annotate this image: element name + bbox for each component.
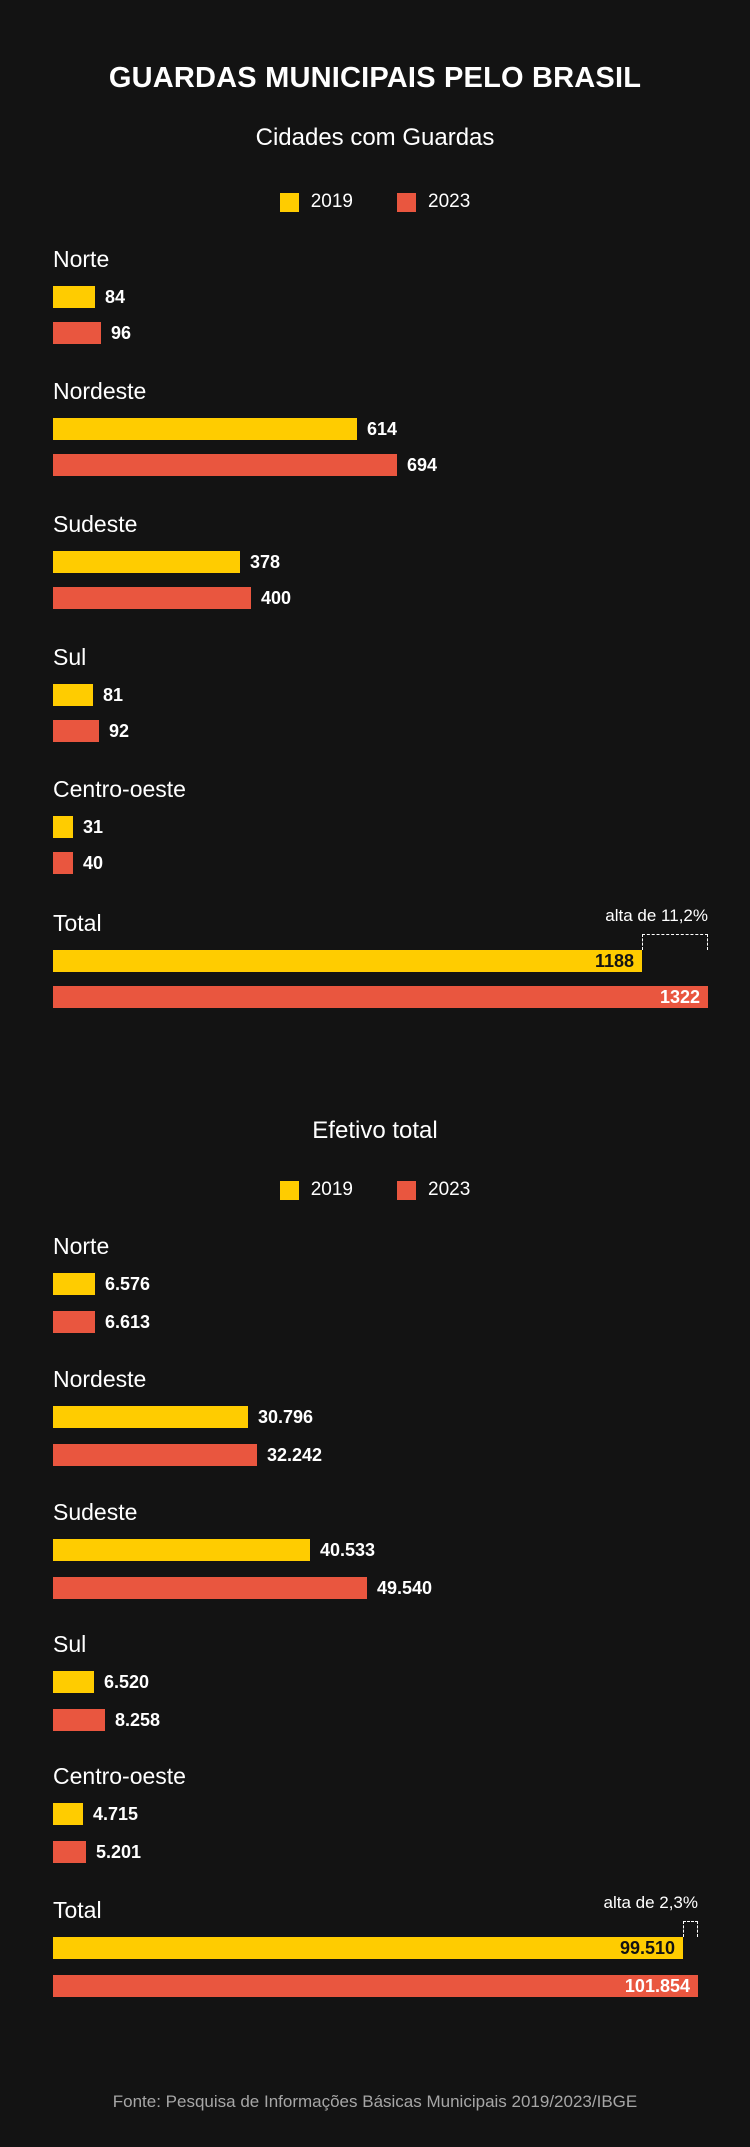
region-label-sul: Sul	[53, 1631, 87, 1657]
data-label-2019-centro-oeste: 4.715	[93, 1804, 139, 1824]
bar-2023-sudeste	[53, 1577, 367, 1599]
bar-2023-norte	[53, 322, 101, 344]
legend-swatch-2023	[397, 1180, 416, 1200]
legend-label-2019: 2019	[310, 191, 353, 212]
legend-item-2023: 2023	[397, 1179, 470, 1201]
source-note: Fonte: Pesquisa de Informações Básicas M…	[112, 2092, 638, 2111]
data-label-2019-nordeste: 614	[367, 419, 398, 439]
region-label-norte: Norte	[53, 246, 110, 272]
data-label-2023-total: 101.854	[624, 1976, 690, 1996]
region-label-centro-oeste: Centro-oeste	[53, 1763, 186, 1789]
data-label-2023-sul: 92	[109, 721, 130, 741]
chart2-subtitle: Efetivo total	[312, 1117, 438, 1144]
bar-2023-nordeste	[53, 1444, 257, 1466]
bar-2019-sudeste	[53, 551, 240, 573]
bar-2019-centro-oeste	[53, 816, 73, 838]
legend-item-2023: 2023	[397, 191, 470, 213]
legend-label-2019: 2019	[310, 1179, 353, 1200]
bar-2023-centro-oeste	[53, 1841, 86, 1863]
data-label-2023-sudeste: 400	[261, 588, 292, 608]
legend-swatch-2023	[397, 192, 416, 212]
region-label-sudeste: Sudeste	[53, 511, 138, 537]
data-label-2023-sul: 8.258	[115, 1710, 161, 1730]
data-label-2023-nordeste: 32.242	[267, 1445, 323, 1465]
data-label-2019-total: 1188	[594, 951, 634, 971]
data-label-2019-total: 99.510	[619, 1938, 675, 1958]
data-label-2019-norte: 6.576	[105, 1274, 151, 1294]
legend-item-2019: 2019	[279, 191, 353, 213]
data-label-2023-centro-oeste: 40	[83, 853, 104, 873]
region-label-sudeste: Sudeste	[53, 1499, 138, 1525]
legend-swatch-2019	[279, 1180, 299, 1200]
region-label-nordeste: Nordeste	[53, 378, 147, 404]
chart2-legend: 2019 2023	[0, 1178, 750, 1202]
region-label-norte: Norte	[53, 1233, 110, 1259]
data-label-2023-nordeste: 694	[407, 455, 438, 475]
data-label-2019-sudeste: 40.533	[320, 1540, 376, 1560]
growth-bracket	[683, 1921, 698, 1937]
bar-2023-sudeste	[53, 587, 251, 609]
bar-2019-sul	[53, 684, 93, 706]
legend-label-2023: 2023	[428, 1179, 471, 1200]
chart1-legend: 2019 2023	[0, 190, 750, 214]
data-label-2019-sul: 6.520	[104, 1672, 150, 1692]
data-label-2023-sudeste: 49.540	[377, 1578, 433, 1598]
bar-2023-nordeste	[53, 454, 397, 476]
bar-2023-sul	[53, 1709, 105, 1731]
bar-2023-sul	[53, 720, 99, 742]
data-label-2019-sudeste: 378	[250, 552, 281, 572]
data-label-2023-centro-oeste: 5.201	[96, 1842, 142, 1862]
annotation-11-2: alta de 11,2%	[605, 906, 708, 925]
bar-2019-centro-oeste	[53, 1803, 83, 1825]
region-label-centro-oeste: Centro-oeste	[53, 776, 186, 802]
legend-label-2023: 2023	[428, 191, 471, 212]
bar-2019-total	[53, 950, 642, 972]
bar-2019-nordeste	[53, 418, 357, 440]
data-label-2019-sul: 81	[103, 685, 124, 705]
region-label-nordeste: Nordeste	[53, 1366, 147, 1392]
bar-2019-nordeste	[53, 1406, 248, 1428]
region-label-total: Total	[53, 1897, 102, 1923]
data-label-2023-total: 1322	[659, 987, 700, 1007]
data-label-2019-nordeste: 30.796	[258, 1407, 314, 1427]
region-label-sul: Sul	[53, 644, 87, 670]
data-label-2023-norte: 6.613	[105, 1312, 151, 1332]
bar-2019-norte	[53, 286, 95, 308]
annotation-2-3: alta de 2,3%	[603, 1893, 698, 1912]
data-label-2023-norte: 96	[111, 323, 132, 343]
legend-swatch-2019	[279, 192, 299, 212]
chart1-subtitle: Cidades com Guardas	[255, 124, 495, 151]
bar-2019-sul	[53, 1671, 94, 1693]
bar-2023-total	[53, 986, 708, 1008]
bar-2019-total	[53, 1937, 683, 1959]
page-title: GUARDAS MUNICIPAIS PELO BRASIL	[108, 62, 642, 94]
data-label-2019-norte: 84	[105, 287, 126, 307]
data-label-2019-centro-oeste: 31	[83, 817, 104, 837]
bar-2023-norte	[53, 1311, 95, 1333]
region-label-total: Total	[53, 910, 102, 936]
bar-2019-norte	[53, 1273, 95, 1295]
bar-2023-total	[53, 1975, 698, 1997]
bar-2023-centro-oeste	[53, 852, 73, 874]
growth-bracket	[642, 934, 708, 950]
legend-item-2019: 2019	[279, 1179, 353, 1201]
bar-2019-sudeste	[53, 1539, 310, 1561]
